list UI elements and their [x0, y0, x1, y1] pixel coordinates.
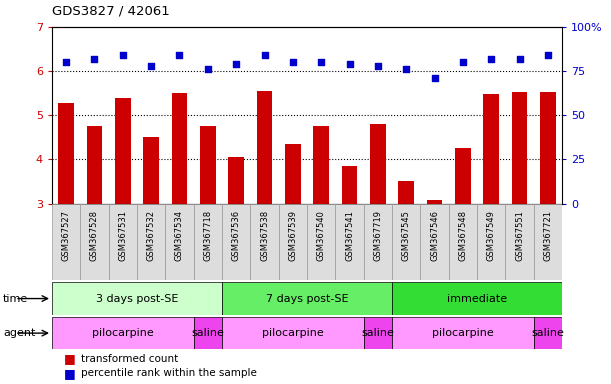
Text: GSM367527: GSM367527	[62, 210, 71, 261]
Text: ■: ■	[64, 367, 76, 380]
Text: GSM367532: GSM367532	[147, 210, 156, 261]
Bar	[364, 317, 392, 349]
Point	[345, 61, 354, 67]
Bar	[115, 98, 131, 204]
Text: GSM367718: GSM367718	[203, 210, 213, 261]
Point	[232, 61, 241, 67]
Bar	[87, 126, 102, 204]
Text: GDS3827 / 42061: GDS3827 / 42061	[52, 4, 170, 17]
Bar	[200, 126, 216, 204]
Bar	[398, 180, 414, 204]
Point	[316, 59, 326, 65]
Bar	[448, 204, 477, 280]
Text: agent: agent	[3, 328, 35, 338]
Point	[203, 66, 213, 72]
Bar	[251, 204, 279, 280]
Bar	[222, 204, 251, 280]
Text: transformed count: transformed count	[81, 354, 178, 364]
Bar	[222, 282, 392, 315]
Bar	[426, 200, 442, 204]
Bar	[505, 204, 534, 280]
Text: saline: saline	[532, 328, 565, 338]
Text: GSM367539: GSM367539	[288, 210, 298, 261]
Bar	[52, 317, 194, 349]
Point	[514, 56, 524, 62]
Text: GSM367721: GSM367721	[543, 210, 552, 261]
Bar	[58, 103, 74, 204]
Bar	[534, 317, 562, 349]
Text: GSM367549: GSM367549	[487, 210, 496, 260]
Bar	[364, 204, 392, 280]
Bar	[420, 204, 448, 280]
Bar	[483, 94, 499, 204]
Bar	[285, 144, 301, 204]
Text: pilocarpine: pilocarpine	[92, 328, 154, 338]
Text: GSM367538: GSM367538	[260, 210, 269, 261]
Point	[373, 63, 382, 69]
Text: time: time	[3, 293, 28, 304]
Text: pilocarpine: pilocarpine	[262, 328, 324, 338]
Bar	[534, 204, 562, 280]
Bar	[144, 137, 159, 204]
Text: GSM367541: GSM367541	[345, 210, 354, 260]
Bar	[52, 282, 222, 315]
Bar	[313, 126, 329, 204]
Text: GSM367548: GSM367548	[458, 210, 467, 261]
Text: GSM367536: GSM367536	[232, 210, 241, 261]
Bar	[222, 317, 364, 349]
Text: GSM367546: GSM367546	[430, 210, 439, 261]
Point	[430, 75, 439, 81]
Bar	[455, 148, 470, 204]
Bar	[194, 204, 222, 280]
Bar	[477, 204, 505, 280]
Bar	[335, 204, 364, 280]
Point	[401, 66, 411, 72]
Bar	[172, 93, 188, 204]
Bar	[392, 317, 534, 349]
Point	[260, 52, 269, 58]
Bar	[194, 317, 222, 349]
Bar	[370, 124, 386, 204]
Text: GSM367551: GSM367551	[515, 210, 524, 260]
Text: GSM367719: GSM367719	[373, 210, 382, 261]
Point	[288, 59, 298, 65]
Point	[175, 52, 185, 58]
Bar	[80, 204, 109, 280]
Text: GSM367545: GSM367545	[401, 210, 411, 260]
Bar	[257, 91, 273, 204]
Text: GSM367531: GSM367531	[119, 210, 127, 261]
Text: GSM367534: GSM367534	[175, 210, 184, 261]
Text: saline: saline	[191, 328, 224, 338]
Bar	[342, 166, 357, 204]
Bar	[279, 204, 307, 280]
Text: percentile rank within the sample: percentile rank within the sample	[81, 368, 257, 378]
Text: saline: saline	[362, 328, 394, 338]
Point	[90, 56, 100, 62]
Bar	[137, 204, 166, 280]
Text: GSM367540: GSM367540	[316, 210, 326, 260]
Text: 7 days post-SE: 7 days post-SE	[266, 293, 348, 304]
Bar	[109, 204, 137, 280]
Text: 3 days post-SE: 3 days post-SE	[96, 293, 178, 304]
Point	[543, 52, 553, 58]
Bar	[166, 204, 194, 280]
Point	[486, 56, 496, 62]
Text: immediate: immediate	[447, 293, 507, 304]
Bar	[307, 204, 335, 280]
Text: GSM367528: GSM367528	[90, 210, 99, 261]
Bar	[392, 204, 420, 280]
Bar	[512, 92, 527, 204]
Bar	[52, 204, 80, 280]
Text: pilocarpine: pilocarpine	[432, 328, 494, 338]
Point	[118, 52, 128, 58]
Bar	[229, 157, 244, 204]
Bar	[540, 92, 556, 204]
Bar	[392, 282, 562, 315]
Text: ■: ■	[64, 353, 76, 366]
Point	[458, 59, 468, 65]
Point	[61, 59, 71, 65]
Point	[146, 63, 156, 69]
